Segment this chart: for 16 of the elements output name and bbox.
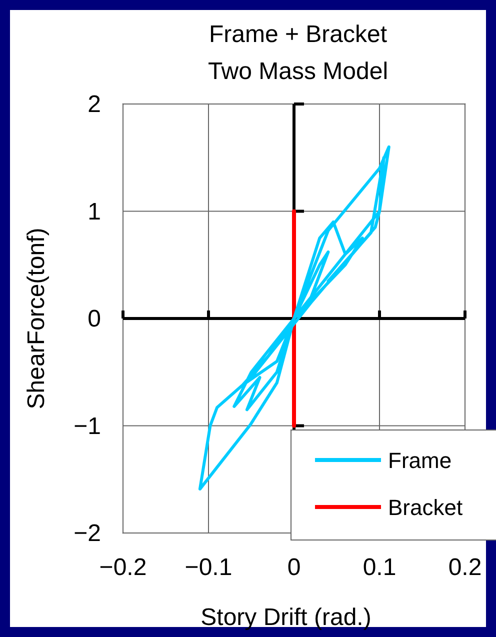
y-tick-label: −2 xyxy=(74,520,101,547)
x-tick-label: −0.1 xyxy=(184,554,232,581)
x-axis-title: Story Drift (rad.) xyxy=(200,604,372,631)
x-tick-label: 0.1 xyxy=(362,554,396,581)
legend-label: Bracket xyxy=(388,495,463,520)
x-tick-label: 0 xyxy=(287,554,301,581)
x-tick-label: 0.2 xyxy=(448,554,482,581)
y-tick-label: 1 xyxy=(88,198,101,226)
y-tick-label: 0 xyxy=(88,306,101,332)
y-tick-label: −1 xyxy=(74,412,101,440)
y-tick-label: 2 xyxy=(88,91,101,118)
x-tick-label: −0.2 xyxy=(99,554,147,581)
chart-title: Frame + Bracket Two Mass Model xyxy=(208,21,388,85)
legend-label: Frame xyxy=(388,448,452,473)
y-axis-title: ShearForce(tonf) xyxy=(23,228,50,410)
line-series xyxy=(198,145,390,491)
